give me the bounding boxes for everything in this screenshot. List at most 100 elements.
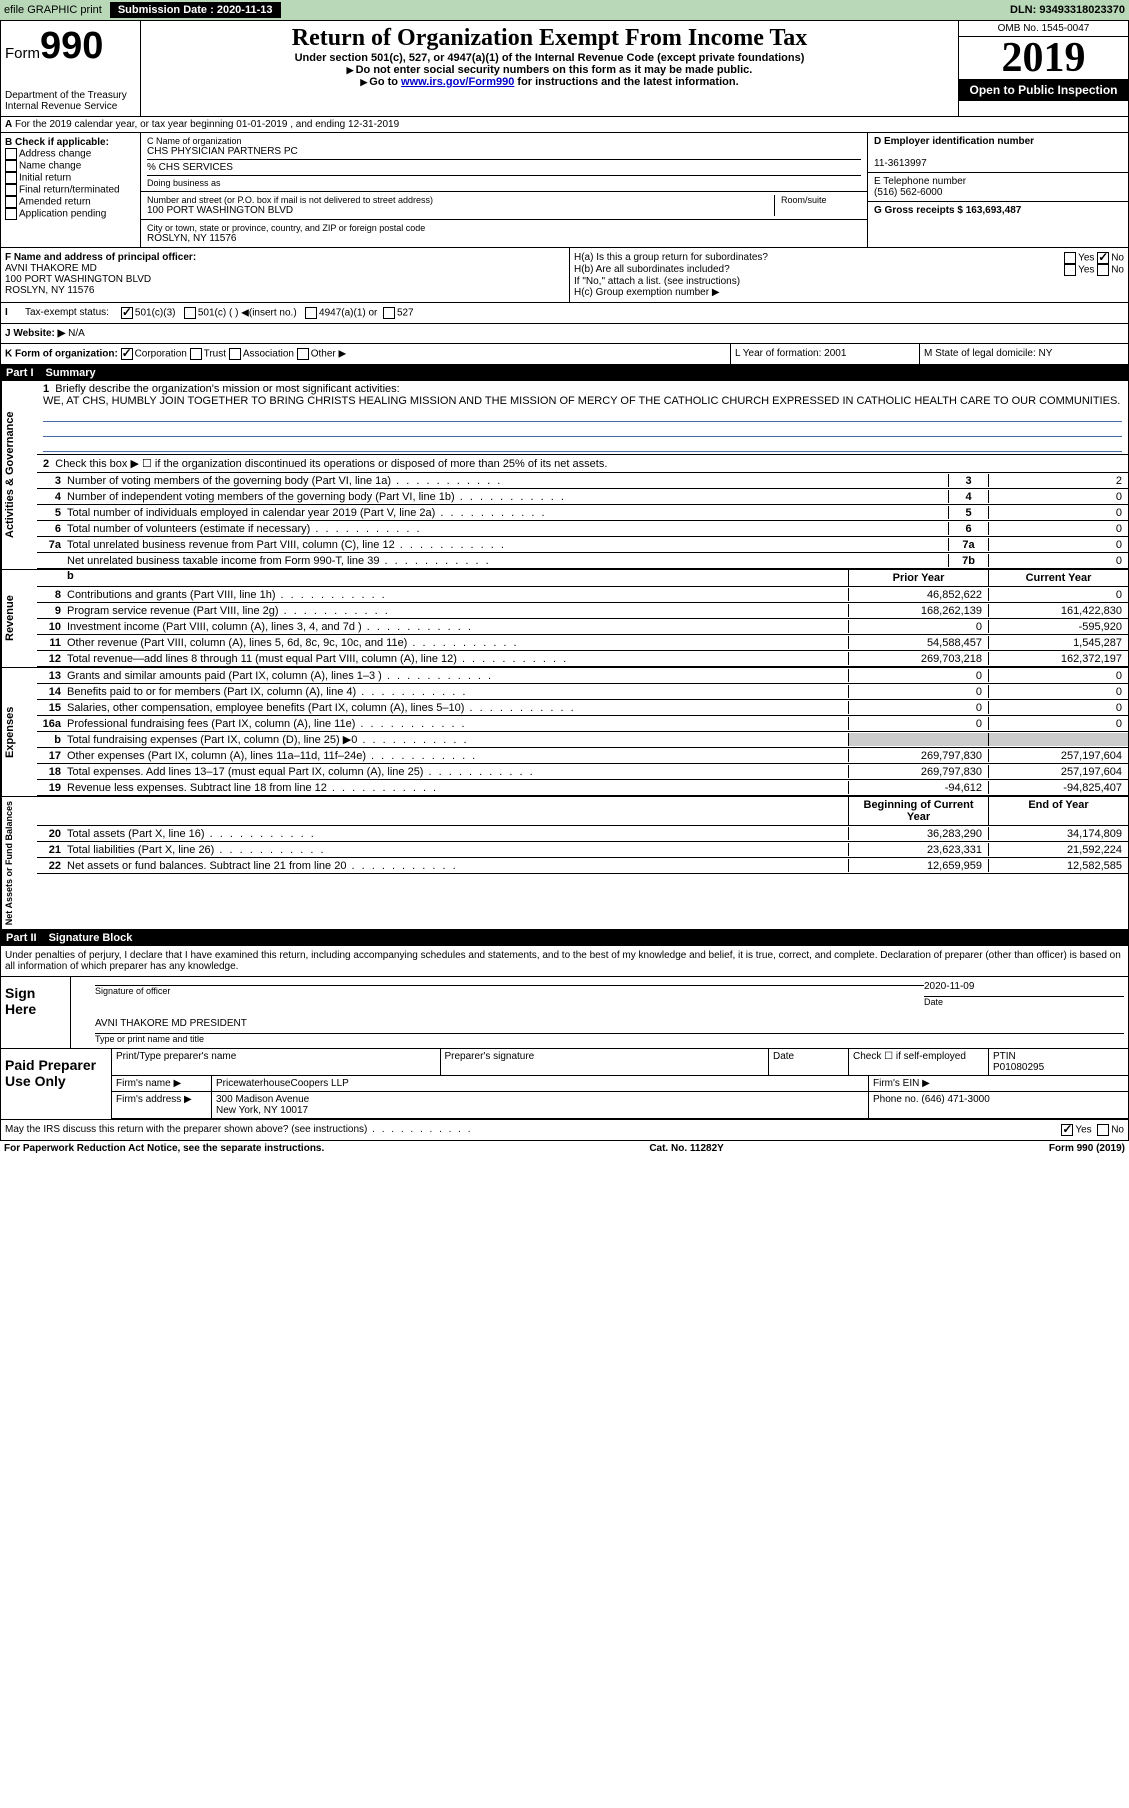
- sig-date-value: 2020-11-09: [924, 981, 974, 992]
- discuss-label: May the IRS discuss this return with the…: [5, 1124, 473, 1136]
- tax-year-range: For the 2019 calendar year, or tax year …: [15, 119, 399, 130]
- checkbox-4947[interactable]: [305, 307, 317, 319]
- checkbox-hb-no[interactable]: [1097, 264, 1109, 276]
- form-number: 990: [40, 25, 103, 67]
- checkbox-hb-yes[interactable]: [1064, 264, 1076, 276]
- header-left: Form990 Department of the Treasury Inter…: [1, 21, 141, 116]
- current-year-header: Current Year: [988, 570, 1128, 586]
- checkbox-discuss-no[interactable]: [1097, 1124, 1109, 1136]
- revenue-lines: b Prior Year Current Year 8Contributions…: [37, 570, 1128, 667]
- net-col-headers: Beginning of Current Year End of Year: [37, 797, 1128, 826]
- governance-label: Activities & Governance: [1, 381, 37, 569]
- tax-year: 2019: [959, 37, 1128, 79]
- box-d-e-g: D Employer identification number 11-3613…: [868, 133, 1128, 247]
- expense-line: 14Benefits paid to or for members (Part …: [37, 684, 1128, 700]
- officer-label: F Name and address of principal officer:: [5, 252, 196, 263]
- paid-prep-table: Print/Type preparer's name Preparer's si…: [111, 1049, 1128, 1119]
- checkbox-501c[interactable]: [184, 307, 196, 319]
- check-self-label: Check ☐ if self-employed: [848, 1049, 988, 1076]
- header-center: Return of Organization Exempt From Incom…: [141, 21, 958, 116]
- revenue-line: 10Investment income (Part VIII, column (…: [37, 619, 1128, 635]
- checkbox-ha-yes[interactable]: [1064, 252, 1076, 264]
- eoy-header: End of Year: [988, 797, 1128, 825]
- checkbox-trust[interactable]: [190, 348, 202, 360]
- efile-label: efile GRAPHIC print: [4, 4, 102, 16]
- checkbox-amended-return[interactable]: [5, 196, 17, 208]
- form-subtitle: Under section 501(c), 527, or 4947(a)(1)…: [145, 52, 954, 64]
- part2-num: Part II: [6, 932, 37, 944]
- firm-addr-label: Firm's address ▶: [111, 1092, 211, 1119]
- netasset-line: 20Total assets (Part X, line 16)36,283,2…: [37, 826, 1128, 842]
- form990-link[interactable]: www.irs.gov/Form990: [401, 76, 514, 88]
- addr-label: Number and street (or P.O. box if mail i…: [147, 195, 774, 205]
- phone-label: E Telephone number: [874, 176, 966, 187]
- line2-text: Check this box ▶ ☐ if the organization d…: [55, 458, 607, 470]
- summary-line: 6Total number of volunteers (estimate if…: [37, 521, 1128, 537]
- form-label: Form: [5, 45, 40, 62]
- checkbox-other[interactable]: [297, 348, 309, 360]
- netasset-line: 21Total liabilities (Part X, line 26)23,…: [37, 842, 1128, 858]
- dln: DLN: 93493318023370: [1010, 4, 1125, 16]
- mission-line-3: [43, 437, 1122, 452]
- checkbox-corp[interactable]: [121, 348, 133, 360]
- mission-label: Briefly describe the organization's miss…: [55, 383, 399, 395]
- ssn-note: Do not enter social security numbers on …: [145, 64, 954, 76]
- mission-box: 1 Briefly describe the organization's mi…: [37, 381, 1128, 455]
- assoc-label: Association: [243, 349, 294, 360]
- header-right: OMB No. 1545-0047 2019 Open to Public In…: [958, 21, 1128, 116]
- opt-501c3: 501(c)(3): [135, 308, 176, 319]
- final-return-label: Final return/terminated: [19, 185, 120, 196]
- checkbox-final-return[interactable]: [5, 184, 17, 196]
- part1-header: Part I Summary: [0, 365, 1129, 381]
- checkbox-527[interactable]: [383, 307, 395, 319]
- checkbox-ha-no[interactable]: [1097, 252, 1109, 264]
- mission-text: WE, AT CHS, HUMBLY JOIN TOGETHER TO BRIN…: [43, 395, 1120, 407]
- box-f: F Name and address of principal officer:…: [1, 248, 570, 302]
- firm-addr2: New York, NY 10017: [216, 1105, 308, 1116]
- netassets-table: Net Assets or Fund Balances Beginning of…: [0, 797, 1129, 930]
- h-c-label: H(c) Group exemption number ▶: [574, 287, 1124, 298]
- signature-block: Under penalties of perjury, I declare th…: [0, 946, 1129, 1141]
- opt-4947: 4947(a)(1) or: [319, 308, 377, 319]
- part1-label: Summary: [46, 367, 96, 379]
- netassets-lines: Beginning of Current Year End of Year 20…: [37, 797, 1128, 929]
- revenue-table: Revenue b Prior Year Current Year 8Contr…: [0, 570, 1129, 668]
- firm-ein: Firm's EIN ▶: [868, 1076, 1128, 1092]
- checkbox-assoc[interactable]: [229, 348, 241, 360]
- officer-typed-name: AVNI THAKORE MD PRESIDENT: [95, 1018, 247, 1029]
- checkbox-name-change[interactable]: [5, 160, 17, 172]
- checkbox-app-pending[interactable]: [5, 208, 17, 220]
- ptin-value: P01080295: [993, 1062, 1044, 1073]
- checkbox-address-change[interactable]: [5, 148, 17, 160]
- irs-label: Internal Revenue Service: [5, 101, 136, 112]
- website-row: J Website: ▶ N/A: [0, 324, 1129, 344]
- expense-line: bTotal fundraising expenses (Part IX, co…: [37, 732, 1128, 748]
- yes-label: Yes: [1075, 1125, 1091, 1136]
- prep-sig-label: Preparer's signature: [440, 1049, 769, 1076]
- goto-prefix: Go to: [360, 76, 401, 88]
- box-k: K Form of organization: Corporation Trus…: [1, 344, 731, 364]
- gross-receipts: G Gross receipts $ 163,693,487: [874, 205, 1021, 216]
- name-change-label: Name change: [19, 161, 81, 172]
- checkbox-501c3[interactable]: [121, 307, 133, 319]
- discuss-row: May the IRS discuss this return with the…: [1, 1119, 1128, 1140]
- app-pending-label: Application pending: [19, 209, 106, 220]
- sign-here-right: Signature of officer 2020-11-09 Date AVN…: [71, 977, 1128, 1048]
- expenses-label: Expenses: [1, 668, 37, 796]
- dba-label: Doing business as: [147, 175, 861, 188]
- revenue-label: Revenue: [1, 570, 37, 667]
- expense-line: 18Total expenses. Add lines 13–17 (must …: [37, 764, 1128, 780]
- expense-line: 17Other expenses (Part IX, column (A), l…: [37, 748, 1128, 764]
- website-value: N/A: [68, 328, 85, 339]
- other-label: Other ▶: [311, 349, 346, 360]
- checkbox-initial-return[interactable]: [5, 172, 17, 184]
- submission-date-button[interactable]: Submission Date : 2020-11-13: [110, 2, 281, 18]
- section-a: A For the 2019 calendar year, or tax yea…: [0, 117, 1129, 133]
- cat-no: Cat. No. 11282Y: [649, 1143, 723, 1154]
- tax-status-row: I Tax-exempt status: 501(c)(3) 501(c) ( …: [0, 303, 1129, 324]
- room-label: Room/suite: [781, 195, 861, 205]
- checkbox-discuss-yes[interactable]: [1061, 1124, 1073, 1136]
- year-formation: L Year of formation: 2001: [731, 344, 920, 364]
- ein-value: 11-3613997: [874, 158, 927, 169]
- expenses-table: Expenses 13Grants and similar amounts pa…: [0, 668, 1129, 797]
